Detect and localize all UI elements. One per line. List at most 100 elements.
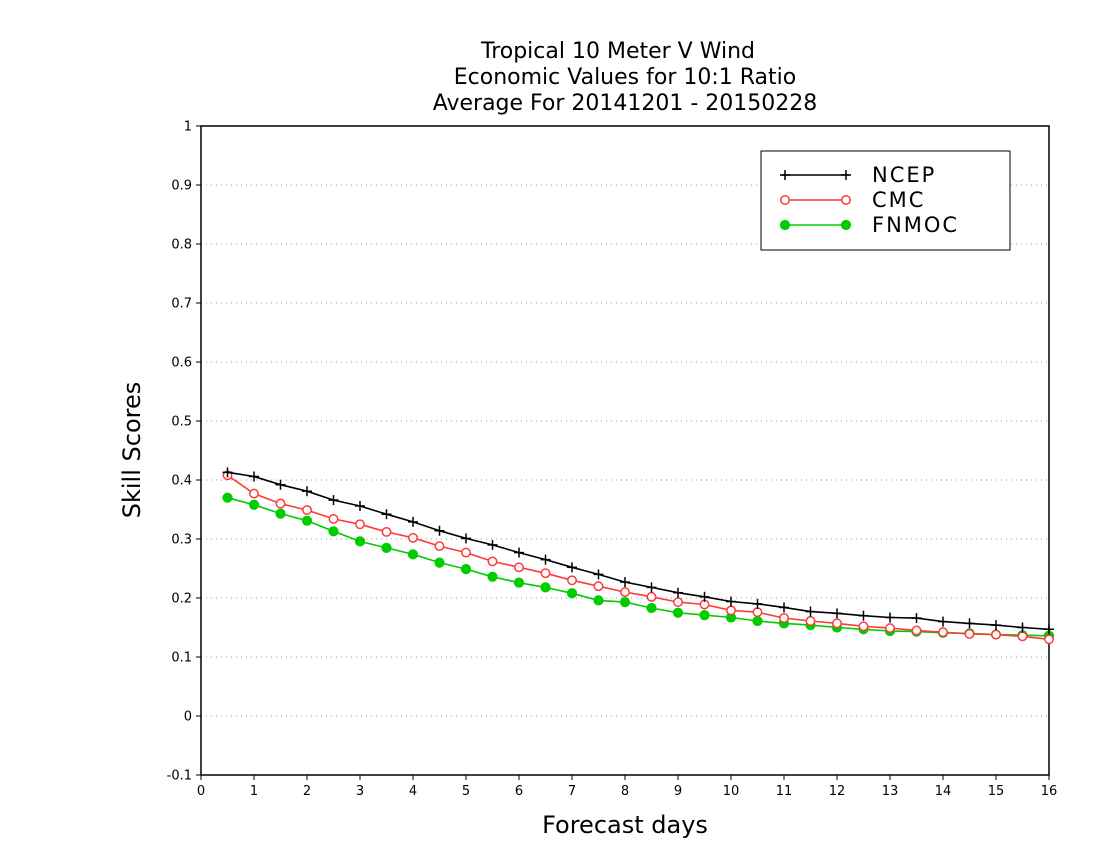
data-point-ncep <box>275 479 286 490</box>
data-series <box>222 467 1055 645</box>
data-point-ncep <box>726 596 736 607</box>
y-tick-label: 0.2 <box>171 592 192 607</box>
data-point-ncep <box>646 582 657 593</box>
data-point-cmc <box>540 568 551 579</box>
data-point-fnmoc <box>275 508 286 519</box>
data-point-ncep <box>302 486 312 497</box>
data-point-ncep <box>355 500 365 511</box>
data-point-cmc <box>355 519 365 530</box>
legend-marker-ncep <box>780 170 790 180</box>
x-tick-label: 4 <box>409 784 417 799</box>
data-point-fnmoc <box>407 549 419 560</box>
data-point-fnmoc <box>593 595 604 606</box>
x-tick-label: 16 <box>1041 784 1058 799</box>
data-point-fnmoc <box>301 515 313 526</box>
series-line-cmc <box>227 474 1050 641</box>
data-point-cmc <box>275 498 286 509</box>
y-tick-label: 1 <box>184 120 192 135</box>
x-tick-label: 1 <box>250 784 258 799</box>
data-point-fnmoc <box>248 499 260 510</box>
data-point-fnmoc <box>672 607 684 618</box>
data-point-fnmoc <box>513 577 525 588</box>
data-point-fnmoc <box>381 542 392 553</box>
x-tick-label: 3 <box>356 784 364 799</box>
x-tick-label: 12 <box>829 784 846 799</box>
series-fnmoc <box>222 492 1055 641</box>
y-tick-label: 0 <box>184 710 192 725</box>
data-point-cmc <box>779 613 789 624</box>
data-point-fnmoc <box>699 610 710 621</box>
data-point-cmc <box>408 532 418 543</box>
data-point-ncep <box>408 516 418 527</box>
data-point-ncep <box>487 539 498 550</box>
data-point-ncep <box>461 533 471 544</box>
y-tick-label: 0.4 <box>171 474 192 489</box>
data-point-ncep <box>434 525 445 536</box>
data-point-ncep <box>885 612 895 623</box>
legend-marker-fnmoc <box>779 219 791 231</box>
x-tick-label: 7 <box>568 784 576 799</box>
data-point-ncep <box>832 608 842 619</box>
data-point-fnmoc <box>487 571 498 582</box>
data-point-fnmoc <box>619 597 631 608</box>
chart-title-line-2: Economic Values for 10:1 Ratio <box>454 65 796 90</box>
x-tick-label: 14 <box>935 784 952 799</box>
legend-marker-cmc <box>841 195 851 205</box>
axes: -0.100.10.20.30.40.50.60.70.80.910 1 2 3 4 5 6… <box>167 120 1058 800</box>
data-point-cmc <box>567 575 577 586</box>
x-tick-label: 13 <box>882 784 899 799</box>
x-tick-label: 8 <box>621 784 629 799</box>
data-point-cmc <box>991 629 1001 640</box>
y-tick-label: 0.3 <box>171 533 192 548</box>
data-point-cmc <box>726 605 736 616</box>
y-tick-label: 0.7 <box>171 297 192 312</box>
data-point-fnmoc <box>328 526 339 537</box>
data-point-cmc <box>1017 631 1028 642</box>
data-point-ncep <box>328 495 339 506</box>
chart-title-line-1: Tropical 10 Meter V Wind <box>480 39 755 64</box>
data-point-fnmoc <box>566 588 578 599</box>
data-point-cmc <box>434 541 445 552</box>
y-tick-label: 0.8 <box>171 238 192 253</box>
data-point-fnmoc <box>752 615 763 627</box>
data-point-cmc <box>964 629 975 639</box>
data-point-fnmoc <box>354 536 366 547</box>
data-point-ncep <box>593 569 604 580</box>
grid-lines <box>201 184 1049 717</box>
x-tick-label: 5 <box>462 784 470 799</box>
data-point-cmc <box>487 556 498 567</box>
data-point-fnmoc <box>434 557 445 568</box>
data-point-ncep <box>540 554 551 565</box>
data-point-cmc <box>620 587 630 598</box>
data-point-ncep <box>911 613 922 624</box>
data-point-cmc <box>461 547 471 558</box>
data-point-ncep <box>620 577 630 588</box>
data-point-cmc <box>514 562 524 573</box>
chart-title-line-3: Average For 20141201 - 20150228 <box>433 91 818 116</box>
legend-item-ncep: NCEP <box>780 163 934 187</box>
data-point-cmc <box>805 616 816 626</box>
data-point-ncep <box>752 598 763 609</box>
y-tick-label: 0.1 <box>171 651 192 666</box>
data-point-cmc <box>832 618 842 629</box>
data-point-cmc <box>249 488 259 499</box>
data-point-ncep <box>938 616 948 627</box>
x-tick-label: 11 <box>776 784 793 799</box>
data-point-fnmoc <box>540 582 551 593</box>
data-point-cmc <box>381 526 392 537</box>
data-point-ncep <box>699 591 710 602</box>
x-tick-label: 0 <box>197 784 205 799</box>
data-point-cmc <box>673 597 683 608</box>
legend-marker-fnmoc <box>840 219 852 231</box>
data-point-ncep <box>1017 622 1028 633</box>
data-point-cmc <box>752 607 763 618</box>
y-tick-label: 0.6 <box>171 356 192 371</box>
legend-label-cmc: CMC <box>872 188 925 212</box>
data-point-ncep <box>222 467 233 478</box>
data-point-ncep <box>514 547 524 558</box>
data-point-cmc <box>593 581 604 592</box>
legend-item-fnmoc: FNMOC <box>779 213 957 237</box>
